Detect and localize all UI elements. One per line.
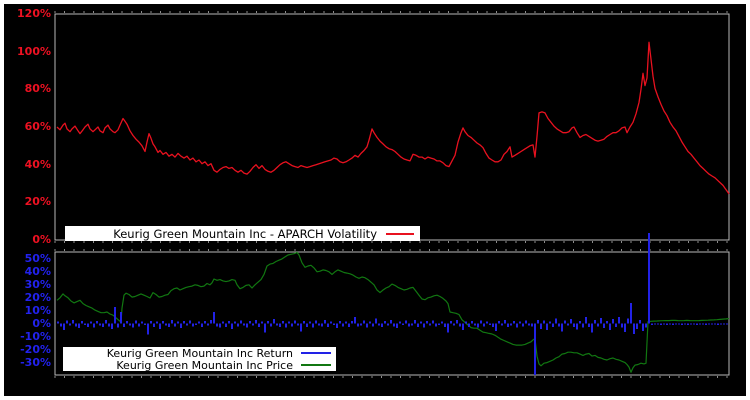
price-legend-row: Keurig Green Mountain Inc Price <box>63 360 331 371</box>
return-legend-row: Keurig Green Mountain Inc Return <box>63 348 331 359</box>
ytick-label: 100% <box>17 44 51 58</box>
ytick-label: 80% <box>24 82 51 96</box>
ytick-label: 40% <box>24 157 51 171</box>
ytick-label: -20% <box>20 342 51 356</box>
price-legend-line-sample <box>301 364 331 366</box>
ytick-label: 60% <box>24 120 51 133</box>
return-legend-label: Keurig Green Mountain Inc Return <box>106 346 293 360</box>
volatility-legend-line-sample <box>386 232 414 235</box>
ytick-label: 30% <box>24 277 51 291</box>
chart-canvas <box>4 4 746 396</box>
ytick-label: 20% <box>24 290 51 304</box>
volatility-legend: Keurig Green Mountain Inc - APARCH Volat… <box>65 226 420 241</box>
volatility-legend-label: Keurig Green Mountain Inc - APARCH Volat… <box>113 226 377 241</box>
return-legend-line-sample <box>301 352 331 354</box>
ytick-label: -10% <box>20 329 51 343</box>
ytick-label: 120% <box>17 7 51 20</box>
ytick-label: 40% <box>24 264 51 278</box>
return-price-legend: Keurig Green Mountain Inc Return Keurig … <box>63 347 336 371</box>
price-legend-label: Keurig Green Mountain Inc Price <box>116 358 293 372</box>
ytick-label: -30% <box>20 355 51 369</box>
ytick-label: 50% <box>24 251 51 265</box>
ytick-label: 20% <box>24 195 51 209</box>
ytick-label: 10% <box>24 303 51 317</box>
ytick-label: 0% <box>32 233 51 246</box>
ytick-label: 0% <box>32 316 51 330</box>
